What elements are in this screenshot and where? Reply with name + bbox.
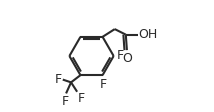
Text: F: F	[54, 73, 61, 86]
Text: O: O	[122, 52, 132, 65]
Text: OH: OH	[138, 28, 158, 41]
Text: F: F	[100, 79, 107, 92]
Text: F: F	[78, 92, 85, 105]
Text: F: F	[62, 95, 69, 108]
Text: F: F	[116, 49, 123, 62]
